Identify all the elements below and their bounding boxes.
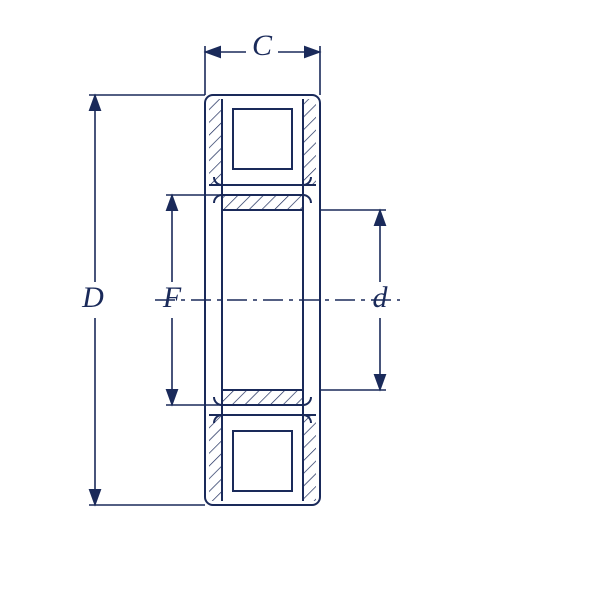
svg-text:D: D — [81, 281, 104, 314]
svg-text:C: C — [252, 29, 273, 62]
bearing-section-diagram: D Fd C — [0, 0, 600, 600]
svg-text:d: d — [373, 281, 389, 314]
svg-text:F: F — [162, 281, 182, 314]
